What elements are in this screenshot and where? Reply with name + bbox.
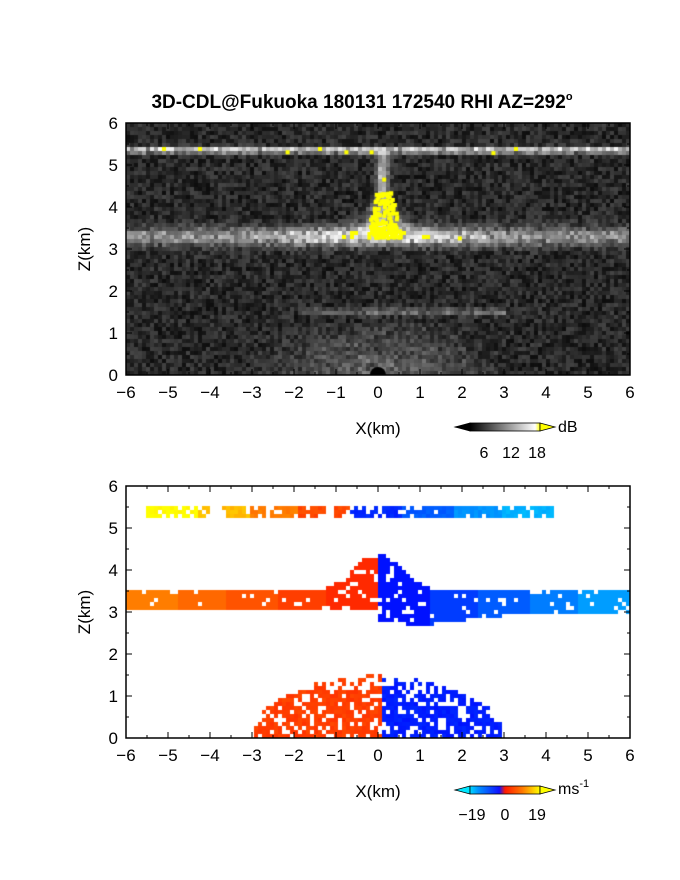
velocity-x-tick-label: 5 [583, 746, 592, 765]
velocity-x-tick-label: 0 [373, 746, 382, 765]
reflectivity-x-tick-label: 2 [457, 383, 466, 402]
velocity-colorbar-unit-base: ms [558, 781, 579, 798]
velocity-y-tick-label: 3 [109, 603, 118, 622]
velocity-colorbar-low-arrow [453, 785, 471, 795]
reflectivity-x-tick-label: −3 [242, 383, 261, 402]
reflectivity-x-tick-label: 4 [541, 383, 550, 402]
velocity-panel: −6 −5 −4 −3 −2 −1 0 1 2 3 4 5 6 0 1 2 3 4 5 6 X(km) Z(km) m… [75, 477, 635, 824]
reflectivity-x-tick-label: −6 [116, 383, 135, 402]
reflectivity-colorbar-tick-18: 18 [528, 445, 546, 462]
reflectivity-x-tick-label: −1 [326, 383, 345, 402]
reflectivity-colorbar-high-arrow [539, 422, 557, 432]
degree-symbol: o [566, 91, 573, 103]
velocity-y-tick-label: 0 [109, 729, 118, 748]
velocity-x-tick-label: −1 [326, 746, 345, 765]
velocity-x-tick-label: 3 [499, 746, 508, 765]
velocity-x-tick-label: −4 [200, 746, 219, 765]
velocity-y-tick-label: 4 [109, 561, 118, 580]
reflectivity-image [126, 123, 630, 375]
velocity-colorbar-high-arrow [539, 785, 557, 795]
velocity-x-tick-label: −6 [116, 746, 135, 765]
figure-title-text: 3D-CDL@Fukuoka 180131 172540 RHI AZ=292 [151, 92, 565, 113]
reflectivity-y-axis-label: Z(km) [75, 227, 94, 271]
reflectivity-x-tick-label: −4 [200, 383, 219, 402]
reflectivity-x-tick-label: −2 [284, 383, 303, 402]
reflectivity-y-tick-label: 0 [109, 366, 118, 385]
velocity-colorbar-tick-0: 0 [501, 807, 510, 824]
reflectivity-y-tick-label: 2 [109, 282, 118, 301]
velocity-x-tick-label: 6 [625, 746, 634, 765]
velocity-x-tick-label: 4 [541, 746, 550, 765]
reflectivity-axis-ticks: −6 −5 −4 −3 −2 −1 0 1 2 3 4 5 6 0 1 2 3 4 5 6 [109, 114, 635, 402]
velocity-y-axis-label: Z(km) [75, 590, 94, 634]
velocity-x-tick-label: 1 [415, 746, 424, 765]
velocity-y-tick-label: 5 [109, 519, 118, 538]
velocity-y-tick-label: 6 [109, 477, 118, 496]
velocity-y-tick-label: 2 [109, 645, 118, 664]
velocity-colorbar-bar [469, 785, 541, 795]
reflectivity-x-tick-label: 3 [499, 383, 508, 402]
reflectivity-colorbar-tick-6: 6 [480, 445, 489, 462]
velocity-colorbar-tick-19: 19 [528, 807, 546, 824]
velocity-y-tick-label: 1 [109, 687, 118, 706]
velocity-colorbar-unit-exponent: -1 [579, 778, 589, 790]
reflectivity-x-tick-label: 1 [415, 383, 424, 402]
velocity-image-holder [126, 486, 630, 738]
velocity-colorbar-tick-neg19: −19 [458, 807, 485, 824]
reflectivity-colorbar-bar [469, 422, 541, 432]
velocity-x-axis-label: X(km) [355, 782, 400, 801]
reflectivity-x-tick-label: 6 [625, 383, 634, 402]
reflectivity-y-tick-label: 1 [109, 324, 118, 343]
velocity-colorbar: ms-1 −19 0 19 [453, 778, 589, 824]
reflectivity-image-holder [126, 123, 630, 375]
reflectivity-colorbar-low-arrow [453, 422, 471, 432]
reflectivity-y-tick-label: 5 [109, 156, 118, 175]
velocity-axis-ticks: −6 −5 −4 −3 −2 −1 0 1 2 3 4 5 6 0 1 2 3 4 5 6 [109, 477, 635, 765]
reflectivity-y-tick-label: 3 [109, 240, 118, 259]
velocity-image [126, 486, 630, 738]
reflectivity-x-axis-label: X(km) [355, 419, 400, 438]
figure-title: 3D-CDL@Fukuoka 180131 172540 RHI AZ=292o [151, 91, 572, 113]
velocity-x-tick-label: −2 [284, 746, 303, 765]
reflectivity-y-tick-label: 4 [109, 198, 118, 217]
velocity-x-tick-label: −5 [158, 746, 177, 765]
reflectivity-x-tick-label: 0 [373, 383, 382, 402]
velocity-x-tick-label: −3 [242, 746, 261, 765]
velocity-x-tick-label: 2 [457, 746, 466, 765]
reflectivity-x-tick-label: −5 [158, 383, 177, 402]
reflectivity-y-tick-label: 6 [109, 114, 118, 133]
reflectivity-colorbar-tick-12: 12 [502, 445, 520, 462]
reflectivity-colorbar: dB 6 12 18 [453, 419, 578, 462]
reflectivity-colorbar-unit: dB [558, 419, 578, 436]
velocity-colorbar-unit: ms-1 [558, 778, 589, 798]
reflectivity-x-tick-label: 5 [583, 383, 592, 402]
